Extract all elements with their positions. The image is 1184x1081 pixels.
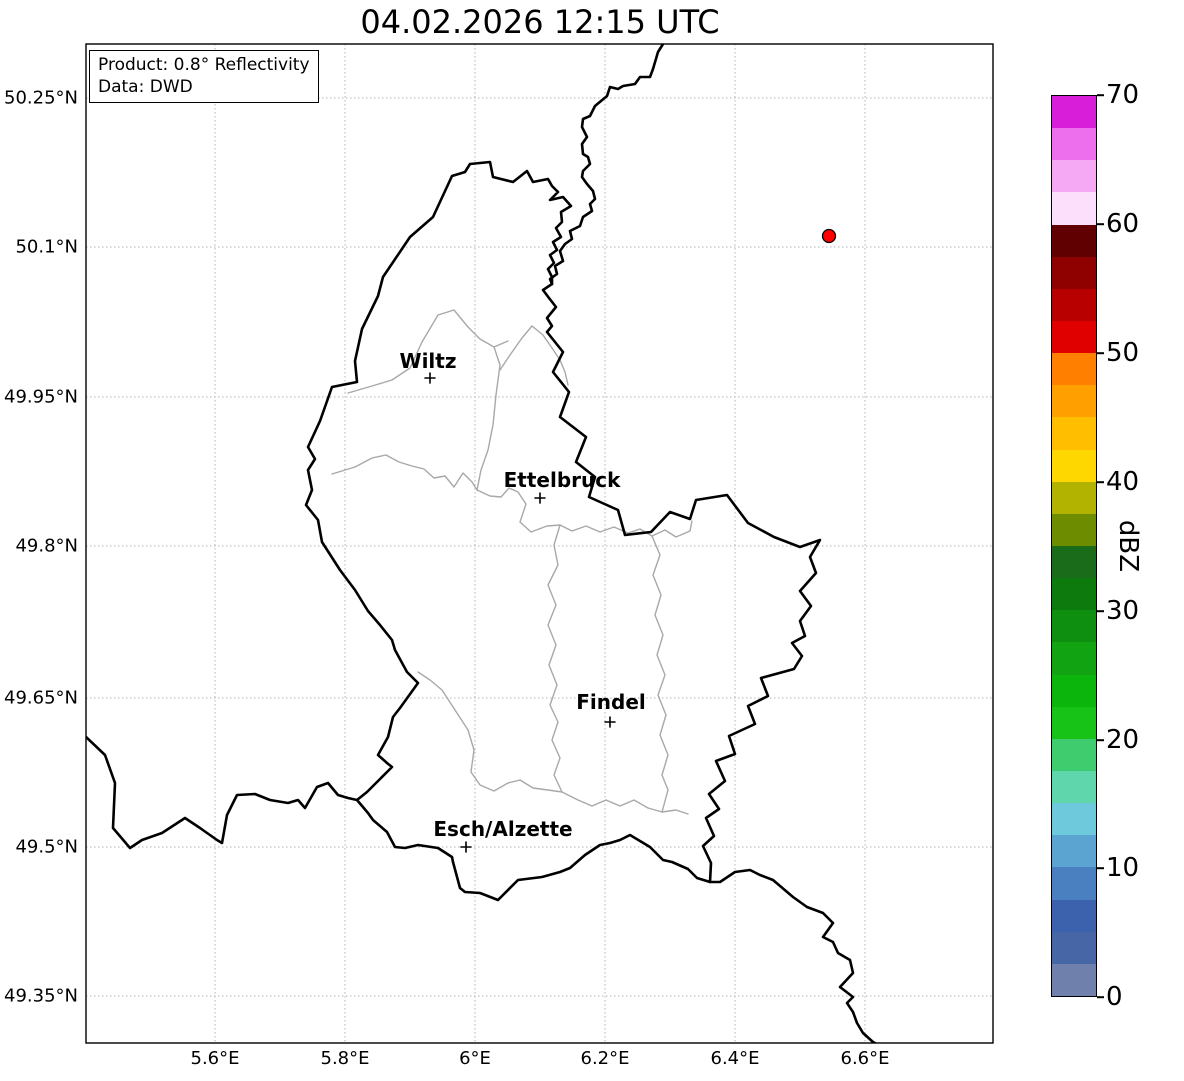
colorbar-segment	[1052, 642, 1096, 675]
colorbar-unit-label: dBZ	[1113, 519, 1143, 573]
city-label-findel: Findel	[576, 690, 646, 714]
lat-tick-label: 49.5°N	[15, 836, 78, 858]
lat-tick-label: 49.35°N	[4, 985, 78, 1007]
luxembourg-border	[304, 160, 822, 902]
city-cross-marker	[460, 841, 472, 853]
district-border	[499, 325, 569, 386]
colorbar-segment	[1052, 963, 1096, 996]
colorbar-segment	[1052, 931, 1096, 964]
district-border	[476, 487, 693, 538]
colorbar-tick-label: 70	[1106, 80, 1140, 110]
colorbar-segment	[1052, 320, 1096, 354]
lat-tick-label: 49.8°N	[15, 535, 78, 557]
district-border	[476, 346, 501, 491]
data-source-line: Data: DWD	[98, 77, 193, 97]
colorbar-tick-label: 60	[1106, 209, 1140, 239]
reflectivity-colorbar	[1051, 95, 1097, 997]
belgium-germany-border	[548, 44, 665, 286]
colorbar-segment	[1052, 449, 1096, 482]
colorbar-segment	[1052, 610, 1096, 643]
district-border	[651, 535, 669, 813]
colorbar-segment	[1052, 545, 1096, 579]
city-label-esch-alzette: Esch/Alzette	[433, 817, 573, 841]
lon-tick-label: 5.6°E	[190, 1048, 240, 1069]
colorbar-tick-label: 40	[1106, 467, 1140, 497]
colorbar-segment	[1052, 803, 1096, 836]
colorbar-tick-mark	[1097, 867, 1104, 869]
plot-frame	[85, 43, 994, 1044]
colorbar-tick-mark	[1097, 481, 1104, 483]
lat-tick-label: 50.1°N	[15, 236, 78, 258]
colorbar-segment	[1052, 385, 1096, 418]
colorbar-segment	[1052, 674, 1096, 707]
lon-tick-label: 6.2°E	[580, 1048, 630, 1069]
colorbar-segment	[1052, 96, 1096, 129]
colorbar-segment	[1052, 835, 1096, 868]
district-border	[547, 524, 563, 793]
colorbar-segment	[1052, 353, 1096, 386]
country-borders	[86, 44, 877, 1043]
colorbar-tick-label: 50	[1106, 338, 1140, 368]
city-cross-marker	[604, 716, 616, 728]
colorbar-segment	[1052, 288, 1096, 321]
colorbar-tick-mark	[1097, 996, 1104, 998]
figure-title: 04.02.2026 12:15 UTC	[360, 3, 720, 41]
district-border	[331, 454, 478, 491]
colorbar-segment	[1052, 738, 1096, 771]
city-label-ettelbruck: Ettelbruck	[503, 468, 621, 492]
product-line: Product: 0.8° Reflectivity	[98, 55, 310, 75]
colorbar-tick-label: 20	[1106, 725, 1140, 755]
colorbar-segment	[1052, 417, 1096, 450]
colorbar-tick-mark	[1097, 739, 1104, 741]
colorbar-tick-mark	[1097, 352, 1104, 354]
colorbar-segment	[1052, 160, 1096, 193]
lat-tick-label: 49.95°N	[4, 386, 78, 408]
product-info-box: Product: 0.8° Reflectivity Data: DWD	[89, 50, 319, 103]
district-border	[347, 309, 509, 394]
city-markers	[424, 372, 616, 853]
colorbar-segment	[1052, 256, 1096, 289]
colorbar-tick-mark	[1097, 223, 1104, 225]
city-label-wiltz: Wiltz	[399, 349, 457, 373]
lon-tick-label: 6°E	[459, 1048, 491, 1069]
district-borders	[331, 309, 693, 815]
colorbar-tick-mark	[1097, 94, 1104, 96]
lon-tick-label: 6.6°E	[840, 1048, 890, 1069]
radar-site-dot	[821, 228, 837, 244]
colorbar-segment	[1052, 224, 1096, 257]
lon-tick-label: 5.8°E	[320, 1048, 370, 1069]
city-cross-marker	[424, 372, 436, 384]
colorbar-tick-mark	[1097, 610, 1104, 612]
colorbar-segment	[1052, 481, 1096, 514]
district-border	[417, 671, 689, 815]
lat-tick-label: 50.25°N	[4, 87, 78, 109]
colorbar-segment	[1052, 513, 1096, 546]
lat-tick-label: 49.65°N	[4, 687, 78, 709]
colorbar-segment	[1052, 192, 1096, 225]
colorbar-segment	[1052, 867, 1096, 900]
city-cross-marker	[534, 492, 546, 504]
colorbar-tick-label: 30	[1106, 596, 1140, 626]
colorbar-tick-label: 0	[1106, 982, 1123, 1012]
france-germany-border	[708, 868, 877, 1043]
lon-tick-label: 6.4°E	[710, 1048, 760, 1069]
colorbar-segment	[1052, 128, 1096, 161]
colorbar-segment	[1052, 899, 1096, 932]
france-belgium-border	[86, 735, 359, 850]
gridlines	[86, 44, 993, 1043]
colorbar-tick-label: 10	[1106, 853, 1140, 883]
colorbar-segment	[1052, 706, 1096, 739]
colorbar-segment	[1052, 770, 1096, 804]
colorbar-segment	[1052, 578, 1096, 611]
